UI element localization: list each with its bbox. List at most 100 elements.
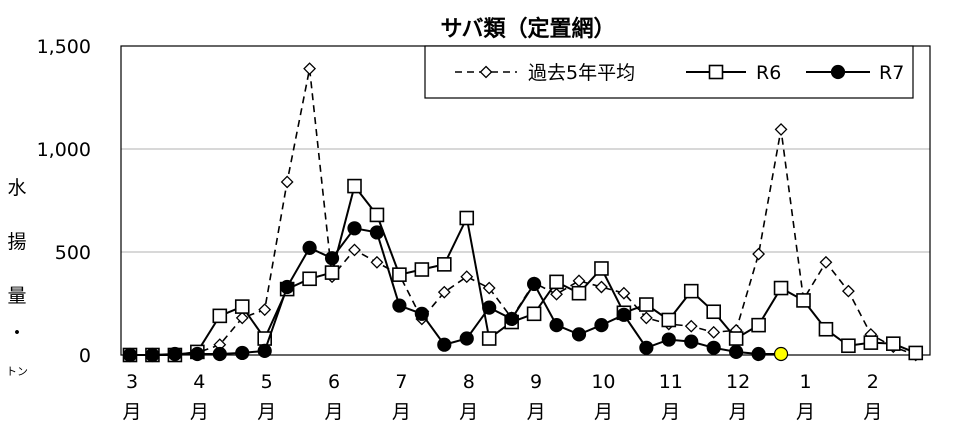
data-point (594, 318, 609, 333)
data-point (526, 306, 542, 322)
legend: 過去5年平均 R6 R7 (424, 45, 914, 99)
data-point (885, 336, 901, 351)
data-point (257, 343, 272, 358)
chart-title: サバ類（定置網） (440, 16, 615, 42)
x-tick-unit: 月 (661, 401, 680, 423)
series-3 (122, 221, 789, 363)
x-tick-unit: 月 (257, 401, 276, 423)
data-point (190, 346, 205, 362)
data-point (482, 300, 497, 315)
data-point (280, 279, 295, 295)
series-1 (123, 62, 923, 362)
x-tick-unit: 月 (594, 401, 613, 423)
data-point (751, 317, 766, 333)
data-point (235, 311, 249, 325)
x-tick-label: 5 (261, 371, 273, 393)
data-point (369, 207, 385, 223)
data-point (549, 274, 564, 290)
data-point (122, 347, 138, 363)
data-point (639, 297, 654, 312)
data-point (818, 321, 834, 337)
data-point (347, 221, 362, 236)
data-point (437, 337, 452, 352)
data-point (437, 285, 451, 299)
data-point (595, 280, 608, 294)
data-point (684, 319, 698, 333)
x-tick-unit: 月 (527, 401, 546, 423)
data-point (594, 261, 609, 276)
data-point (707, 325, 721, 339)
y-tick-label: 1,000 (37, 139, 91, 161)
data-point (302, 240, 317, 255)
x-tick-unit: 月 (863, 401, 882, 423)
data-point (324, 265, 340, 280)
data-point (347, 178, 362, 194)
data-point (258, 303, 272, 317)
data-point (639, 340, 654, 355)
x-tick-label: 8 (463, 371, 475, 393)
data-point (706, 304, 722, 320)
y-tick-label: 1,500 (37, 36, 91, 58)
x-tick-label: 6 (328, 371, 340, 393)
data-point (212, 308, 228, 324)
x-tick-label: 7 (395, 371, 407, 393)
data-point (324, 251, 340, 266)
data-point (796, 293, 811, 308)
data-point (302, 271, 317, 287)
y-axis-label: 水揚量・トン (6, 177, 28, 378)
legend-label: R7 (879, 62, 904, 84)
data-point (280, 175, 294, 189)
data-point (841, 338, 856, 354)
x-tick-label: 4 (193, 371, 205, 393)
data-point (392, 267, 407, 282)
data-point (729, 344, 744, 360)
data-point (212, 346, 227, 362)
x-tick-label: 11 (659, 371, 683, 393)
data-point (370, 255, 384, 269)
data-point (167, 346, 182, 362)
data-point (841, 284, 855, 298)
y-axis-ticks: 0 500 1,000 1,500 (37, 36, 91, 367)
data-point (863, 335, 879, 350)
x-tick-label: 9 (530, 371, 542, 393)
data-point (819, 255, 833, 269)
data-point (550, 287, 563, 301)
data-point (617, 286, 631, 300)
data-point (526, 276, 542, 292)
data-point (751, 346, 766, 362)
data-point (459, 331, 474, 346)
y-axis-label-char: ・ (7, 322, 26, 344)
x-tick-unit: 月 (459, 401, 478, 423)
data-point (414, 262, 430, 277)
x-tick-label: 10 (591, 371, 615, 393)
data-point (728, 331, 744, 346)
data-point (706, 340, 721, 355)
x-tick-label: 1 (799, 371, 811, 393)
data-point (459, 210, 475, 226)
x-tick-unit: 月 (796, 401, 815, 423)
data-point (348, 243, 361, 257)
data-point (908, 345, 924, 361)
data-point (414, 306, 429, 321)
y-axis-label-char: 量 (7, 285, 26, 307)
data-point (661, 312, 677, 328)
series-line (130, 183, 917, 356)
data-point (571, 285, 587, 301)
data-point (482, 281, 496, 295)
data-point (683, 283, 699, 299)
data-point (572, 274, 586, 288)
x-tick-label: 3 (126, 371, 138, 393)
data-point (549, 318, 564, 333)
data-point (504, 311, 519, 327)
data-point (616, 307, 632, 322)
data-point (752, 247, 766, 261)
x-tick-unit: 月 (729, 401, 748, 423)
data-point (684, 334, 699, 349)
data-point (773, 280, 789, 296)
x-axis-ticks: 3 月 4 月 5 月 6 月 7 月 8 月 9 月 10 月 11 月 12 月 1 月 2 月 (122, 371, 882, 423)
x-tick-unit: 月 (392, 401, 411, 423)
data-point (235, 345, 250, 361)
data-point (303, 62, 317, 76)
data-point (392, 298, 407, 313)
